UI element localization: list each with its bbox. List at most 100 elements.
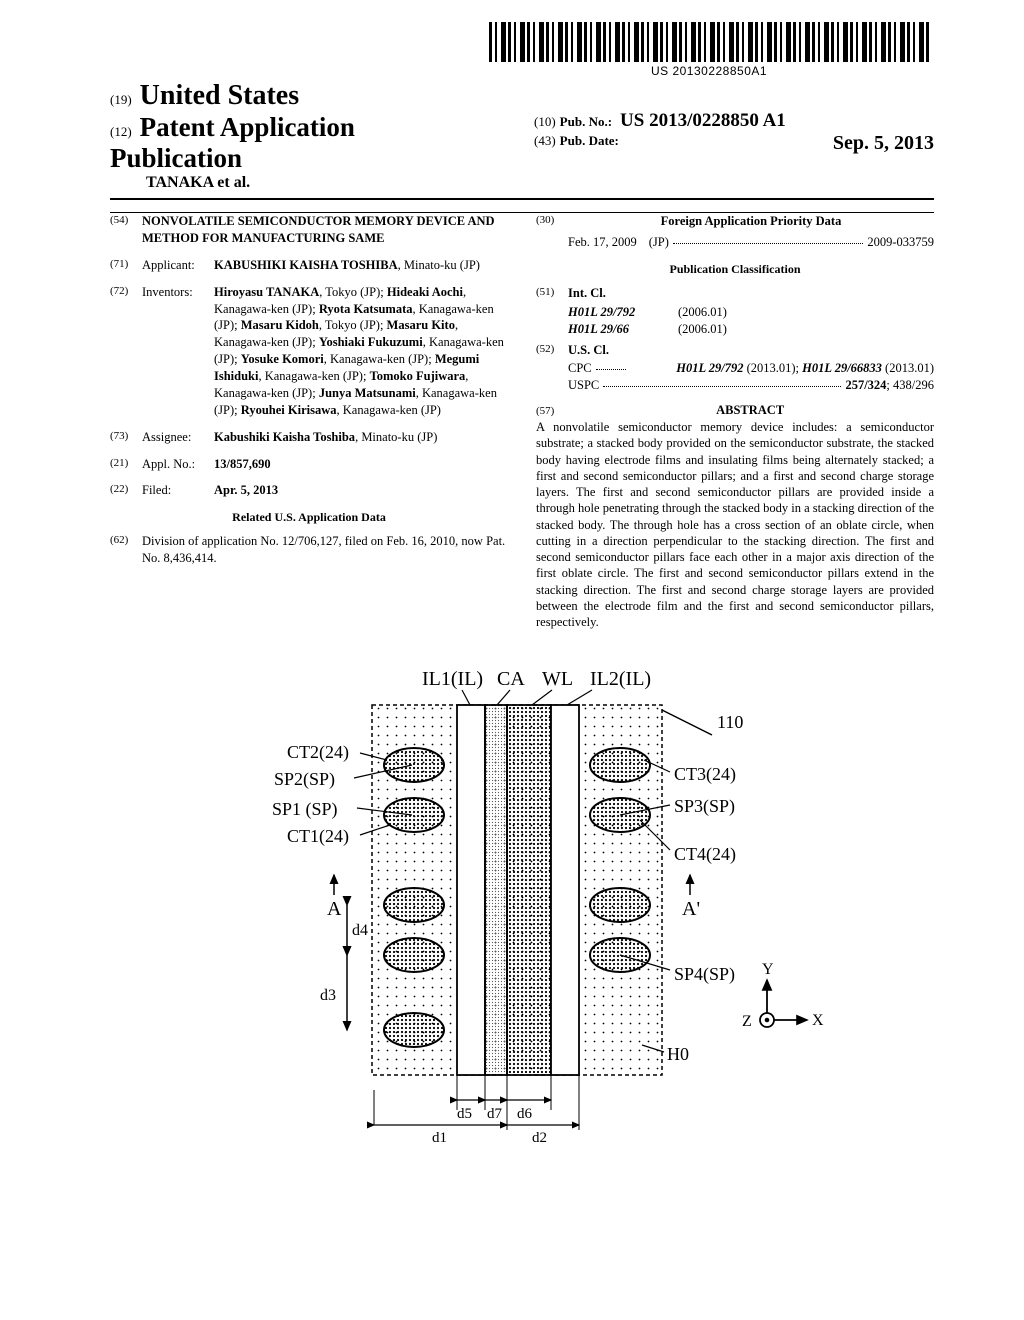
inventors-field: (72) Inventors: Hiroyasu TANAKA, Tokyo (… <box>110 284 508 419</box>
label-SP2: SP2(SP) <box>274 769 335 790</box>
code-62: (62) <box>110 533 142 567</box>
intcl-code-0: H01L 29/792 <box>568 304 678 321</box>
abstract-text: A nonvolatile semiconductor memory devic… <box>536 419 934 630</box>
figure-svg: 110 IL1(IL) CA WL IL2(IL) CT2(24) SP2(SP… <box>212 650 832 1170</box>
priority-country: (JP) <box>649 234 669 251</box>
axis-Y: Y <box>762 961 774 978</box>
code-12: (12) <box>110 124 132 139</box>
label-d3: d3 <box>320 987 336 1004</box>
label-WL: WL <box>542 668 573 690</box>
filed-value: Apr. 5, 2013 <box>214 482 508 499</box>
header-left: (19) United States (12) Patent Applicati… <box>110 80 490 192</box>
uscl-label: U.S. Cl. <box>568 342 609 359</box>
leader-dots <box>603 377 841 387</box>
label-d6: d6 <box>517 1106 533 1122</box>
priority-date: Feb. 17, 2009 <box>568 234 637 251</box>
label-d7: d7 <box>487 1106 503 1122</box>
label-CT4: CT4(24) <box>674 844 736 865</box>
biblio-columns: (54) NONVOLATILE SEMICONDUCTOR MEMORY DE… <box>110 213 934 630</box>
label-d1: d1 <box>432 1130 447 1146</box>
axis-X: X <box>812 1012 824 1029</box>
applno-label: Appl. No.: <box>142 456 214 473</box>
applno-field: (21) Appl. No.: 13/857,690 <box>110 456 508 473</box>
uspc-label: USPC <box>568 377 599 394</box>
authors-short: TANAKA et al. <box>146 174 490 192</box>
header-rule-1 <box>110 198 934 200</box>
label-d2: d2 <box>532 1130 547 1146</box>
label-d5: d5 <box>457 1106 472 1122</box>
related-text: Division of application No. 12/706,127, … <box>142 533 508 567</box>
applicant-label: Applicant: <box>142 257 214 274</box>
code-73: (73) <box>110 429 142 446</box>
label-Aprime: A' <box>682 898 700 920</box>
right-column: (30) Foreign Application Priority Data F… <box>536 213 934 630</box>
assignee-field: (73) Assignee: Kabushiki Kaisha Toshiba,… <box>110 429 508 446</box>
figure: 110 IL1(IL) CA WL IL2(IL) CT2(24) SP2(SP… <box>110 650 934 1170</box>
label-H0: H0 <box>667 1044 689 1064</box>
foreign-code-row: (30) Foreign Application Priority Data <box>536 213 934 230</box>
intcl-row-1: H01L 29/66 (2006.01) <box>568 321 934 338</box>
cpc-value: H01L 29/792 (2013.01); H01L 29/66833 (20… <box>630 360 934 377</box>
intcl-row-0: H01L 29/792 (2006.01) <box>568 304 934 321</box>
header-right: (10) Pub. No.: US 2013/0228850 A1 (43) P… <box>534 80 934 192</box>
filed-field: (22) Filed: Apr. 5, 2013 <box>110 482 508 499</box>
label-A: A <box>327 898 342 920</box>
code-10: (10) <box>534 114 556 129</box>
uspc-value: 257/324; 438/296 <box>845 377 934 394</box>
label-IL2: IL2(IL) <box>590 668 651 690</box>
abstract-header-row: (57) ABSTRACT <box>536 402 934 419</box>
pub-no-label: Pub. No.: <box>560 114 612 129</box>
cpc-line: CPC H01L 29/792 (2013.01); H01L 29/66833… <box>568 360 934 377</box>
label-CT3: CT3(24) <box>674 764 736 785</box>
barcode-text: US 20130228850A1 <box>489 64 929 78</box>
pub-date-label: Pub. Date: <box>560 133 619 148</box>
label-SP1: SP1 (SP) <box>272 799 338 820</box>
code-19: (19) <box>110 92 132 107</box>
filed-label: Filed: <box>142 482 214 499</box>
applno-value: 13/857,690 <box>214 456 508 473</box>
inventors-list: Hiroyasu TANAKA, Tokyo (JP); Hideaki Aoc… <box>214 284 508 419</box>
assignee-loc: , Minato-ku (JP) <box>355 430 437 444</box>
related-header: Related U.S. Application Data <box>110 509 508 525</box>
country: United States <box>140 80 299 111</box>
classification-header: Publication Classification <box>536 261 934 277</box>
label-d4: d4 <box>352 922 368 939</box>
uspc-line: USPC 257/324; 438/296 <box>568 377 934 394</box>
applicant-name: KABUSHIKI KAISHA TOSHIBA <box>214 258 398 272</box>
publication-type: Patent Application Publication <box>110 112 355 173</box>
code-51: (51) <box>536 285 568 302</box>
barcode <box>489 22 929 62</box>
code-57: (57) <box>536 404 568 419</box>
code-72: (72) <box>110 284 142 419</box>
priority-row: Feb. 17, 2009 (JP) 2009-033759 <box>568 234 934 251</box>
header-row: (19) United States (12) Patent Applicati… <box>110 80 934 192</box>
intcl-label: Int. Cl. <box>568 285 606 302</box>
leader-dots <box>596 360 626 370</box>
axis-Z: Z <box>742 1013 752 1030</box>
label-SP4: SP4(SP) <box>674 964 735 985</box>
barcode-block: US 20130228850A1 <box>489 22 929 78</box>
related-field: (62) Division of application No. 12/706,… <box>110 533 508 567</box>
inventors-label: Inventors: <box>142 284 214 419</box>
pub-date: Sep. 5, 2013 <box>833 132 934 155</box>
code-71: (71) <box>110 257 142 274</box>
code-52: (52) <box>536 342 568 359</box>
foreign-header: Foreign Application Priority Data <box>568 213 934 230</box>
cpc-label: CPC <box>568 360 592 377</box>
code-43: (43) <box>534 133 556 148</box>
assignee-name: Kabushiki Kaisha Toshiba <box>214 430 355 444</box>
code-54: (54) <box>110 213 142 247</box>
code-30: (30) <box>536 213 568 230</box>
invention-title: NONVOLATILE SEMICONDUCTOR MEMORY DEVICE … <box>142 213 508 247</box>
pub-no: US 2013/0228850 A1 <box>620 110 786 131</box>
left-column: (54) NONVOLATILE SEMICONDUCTOR MEMORY DE… <box>110 213 508 630</box>
label-SP3: SP3(SP) <box>674 796 735 817</box>
label-110: 110 <box>717 712 743 732</box>
title-field: (54) NONVOLATILE SEMICONDUCTOR MEMORY DE… <box>110 213 508 247</box>
code-22: (22) <box>110 482 142 499</box>
assignee-label: Assignee: <box>142 429 214 446</box>
label-CA: CA <box>497 668 525 690</box>
label-CT2: CT2(24) <box>287 742 349 763</box>
uscl-field: (52) U.S. Cl. <box>536 342 934 359</box>
applicant-field: (71) Applicant: KABUSHIKI KAISHA TOSHIBA… <box>110 257 508 274</box>
